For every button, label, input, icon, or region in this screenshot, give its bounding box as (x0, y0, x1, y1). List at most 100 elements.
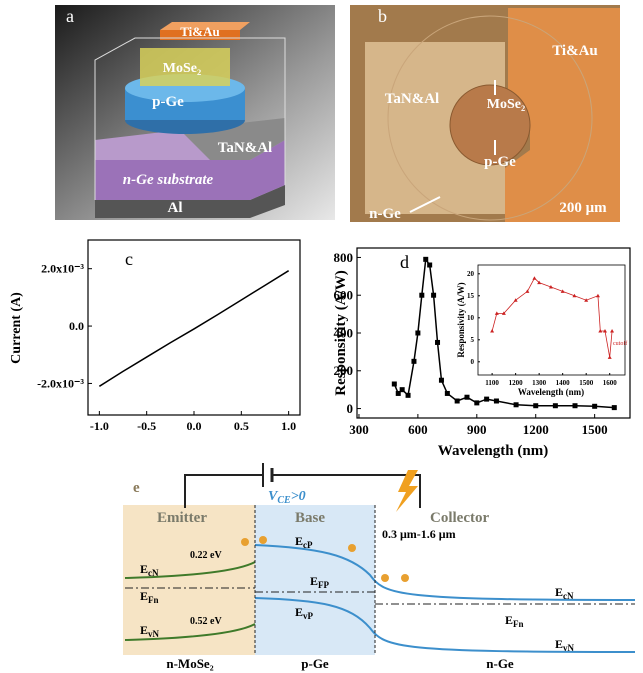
data-point (484, 397, 489, 402)
level-main: E (555, 585, 563, 599)
x-tick-label: 1500 (579, 379, 594, 387)
data-point (435, 340, 440, 345)
y-axis-title: Current (A) (9, 292, 24, 364)
level-main: E (555, 637, 563, 651)
region-label: n-Ge (369, 206, 401, 222)
panel-e: e Emitter Base Collector VCE>0 0.3 μm-1.… (123, 463, 635, 671)
bias-label: VCE>0 (268, 489, 306, 506)
data-line (99, 271, 288, 387)
material-label: n-MoSe₂ (166, 656, 213, 671)
chart: 11001200130014001500160005101520Responsi… (456, 265, 627, 397)
data-point (455, 399, 460, 404)
x-tick-label: 1200 (509, 379, 524, 387)
x-tick-label: -1.0 (90, 419, 109, 433)
x-tick-label: 900 (467, 422, 487, 437)
y-tick-label: -2.0x10⁻³ (37, 376, 84, 390)
data-point (592, 404, 597, 409)
level-label: EvN (555, 637, 575, 653)
data-point (411, 359, 416, 364)
level-sub: vN (148, 629, 160, 639)
x-tick-label: 0.5 (234, 419, 249, 433)
region-label: Collector (430, 510, 489, 526)
data-point (419, 293, 424, 298)
level-sub: FP (318, 580, 329, 590)
region-label: Base (295, 510, 325, 526)
plot-frame (478, 265, 625, 375)
data-point (427, 263, 432, 268)
panel-letter: a (66, 6, 74, 26)
circuit-wire (185, 475, 263, 508)
layer-label: MoSe₂ (163, 61, 201, 76)
y-tick-label: 800 (334, 250, 354, 265)
data-point (573, 403, 578, 408)
electron (381, 574, 389, 582)
data-point (431, 293, 436, 298)
energy-label: 0.22 eV (190, 550, 222, 561)
level-sub: vN (563, 643, 575, 653)
level-sub: cN (148, 568, 159, 578)
data-point (423, 257, 428, 262)
bias-rest: >0 (291, 489, 306, 504)
x-tick-label: 1400 (556, 379, 571, 387)
panel-letter: e (133, 480, 140, 496)
level-main: E (140, 589, 148, 603)
data-point (533, 403, 538, 408)
layer-label: n-Ge substrate (123, 172, 214, 188)
level-sub: cN (563, 591, 574, 601)
data-point (553, 403, 558, 408)
level-main: E (140, 623, 148, 637)
x-axis-title: Wavelength (nm) (518, 387, 584, 397)
level-label: EcN (555, 585, 574, 601)
data-point (612, 405, 617, 410)
region-label: Ti&Au (552, 43, 598, 59)
region-label: Emitter (157, 510, 207, 526)
y-tick-label: 2.0x10⁻³ (41, 262, 84, 276)
level-main: E (295, 534, 303, 548)
light-label: 0.3 μm-1.6 μm (382, 527, 456, 541)
x-tick-label: 1300 (532, 379, 547, 387)
panel-letter: b (378, 6, 387, 26)
level-sub: vP (303, 611, 314, 621)
x-tick-label: 0.0 (187, 419, 202, 433)
panel-letter: c (125, 249, 133, 269)
data-point (392, 382, 397, 387)
material-label: p-Ge (301, 656, 329, 671)
level-sub: Fn (513, 619, 524, 629)
x-tick-label: 1500 (582, 422, 608, 437)
panel-b: b TaN&Al MoSe₂ p-Ge Ti&Au n-Ge 200 μm (350, 5, 620, 222)
chart: -1.0 -0.5 0.0 0.5 1.0 -2.0x10⁻³ 0.0 2.0x10⁻³ c Cu… (9, 240, 300, 433)
level-main: E (295, 605, 303, 619)
level-label: EFn (505, 613, 524, 629)
x-tick-label: 1.0 (281, 419, 296, 433)
data-point (464, 395, 469, 400)
x-tick-label: -0.5 (137, 419, 156, 433)
y-tick-label: 15 (467, 292, 475, 300)
y-axis-title: Responsivity (A/W) (456, 282, 466, 357)
level-main: E (310, 574, 318, 588)
panel-a: a Ti&Au MoSe₂ p-Ge TaN&Al n-Ge substrate… (55, 5, 335, 220)
y-tick-label: 10 (467, 314, 475, 322)
data-point (400, 387, 405, 392)
electron (259, 536, 267, 544)
y-tick-label: 0 (347, 401, 354, 416)
level-main: E (140, 562, 148, 576)
scale-label: 200 μm (559, 200, 607, 216)
data-point (445, 391, 450, 396)
data-point (439, 378, 444, 383)
region-label: p-Ge (484, 154, 516, 170)
layer-label: TaN&Al (218, 140, 272, 156)
level-sub: Fn (148, 595, 159, 605)
data-point (415, 331, 420, 336)
electron (241, 538, 249, 546)
light-bolt (396, 470, 418, 512)
level-main: E (505, 613, 513, 627)
electron (401, 574, 409, 582)
x-tick-label: 300 (349, 422, 369, 437)
level-sub: cP (303, 540, 313, 550)
data-point (514, 402, 519, 407)
y-tick-label: 0.0 (69, 319, 84, 333)
y-axis-title: Responsivity (A/W) (333, 270, 349, 395)
layer-label: p-Ge (152, 94, 184, 110)
y-tick-label: 0 (471, 358, 475, 366)
x-axis-title: Wavelength (nm) (438, 443, 548, 459)
